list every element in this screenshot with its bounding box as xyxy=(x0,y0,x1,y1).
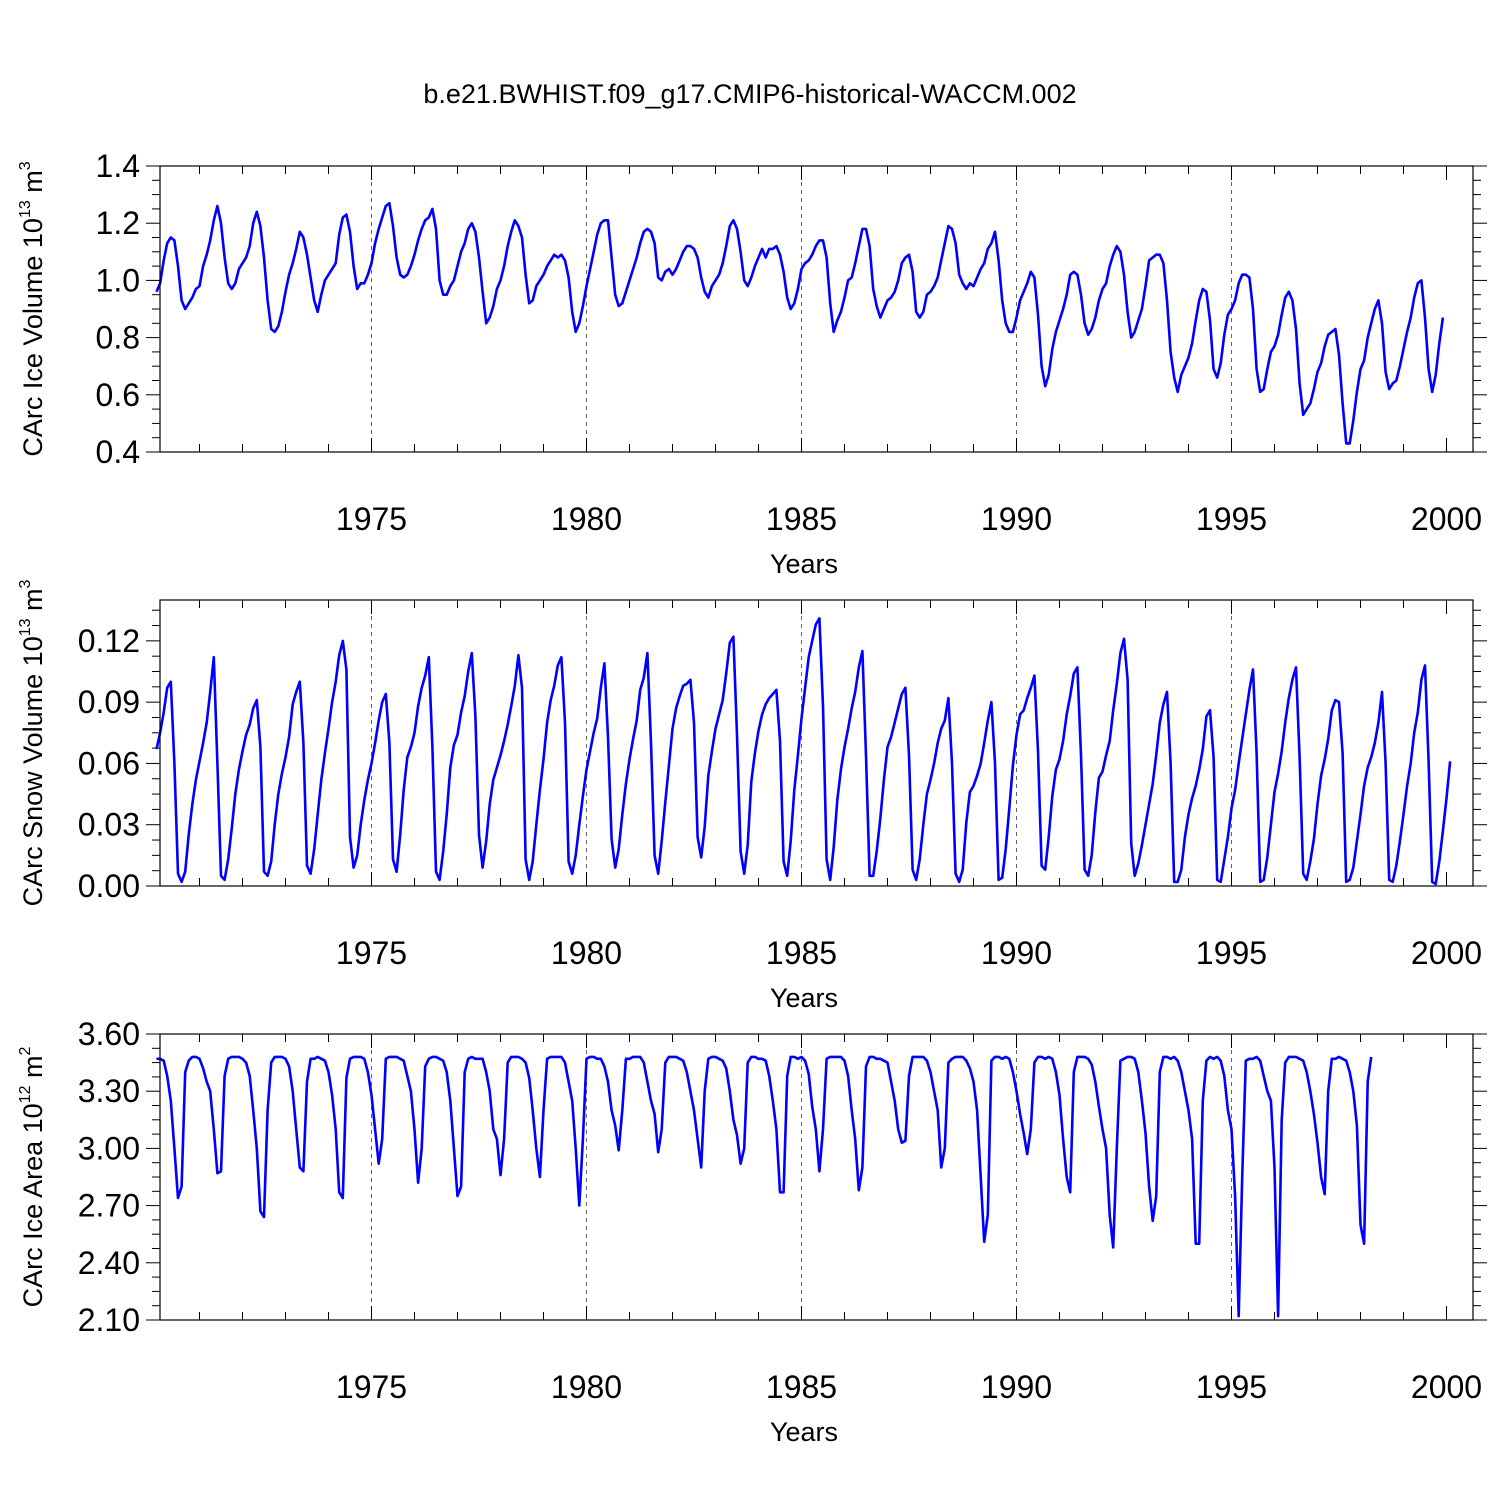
x-axis-label: Years xyxy=(770,1417,838,1447)
y-axis-label-exponent: 13 xyxy=(17,200,34,218)
y-axis-label: CArc Ice Area 1012 m2 xyxy=(17,1047,48,1308)
x-tick-label: 1995 xyxy=(1196,935,1267,971)
y-axis-label-main: CArc Ice Area 10 xyxy=(18,1103,48,1307)
x-tick-label: 1990 xyxy=(981,935,1052,971)
y-tick-label: 3.00 xyxy=(78,1130,140,1166)
data-series-line xyxy=(155,201,1445,445)
x-tick-label: 1980 xyxy=(551,1369,622,1405)
y-tick-label: 0.09 xyxy=(78,684,140,720)
plot-frame xyxy=(159,599,1474,887)
x-tick-label: 2000 xyxy=(1411,1369,1482,1405)
y-tick-label: 0.8 xyxy=(96,320,140,356)
x-tick-label: 1985 xyxy=(766,1369,837,1405)
y-axis-label-unit: m xyxy=(18,588,48,618)
x-tick-label: 1995 xyxy=(1196,1369,1267,1405)
plot-panel-3: 1975 1980 1985 1990 1995 2000 2.10 2.40 2.70 3.00… xyxy=(17,1016,1487,1447)
y-tick-label: 0.4 xyxy=(96,434,140,470)
y-axis-label-unit: m xyxy=(18,1056,48,1086)
y-tick-label: 0.03 xyxy=(78,807,140,843)
y-axis-label-exponent: 13 xyxy=(17,618,34,636)
x-tick-label: 1980 xyxy=(551,935,622,971)
y-axis-label-main: CArc Snow Volume 10 xyxy=(18,636,48,906)
y-tick-label: 0.12 xyxy=(78,623,140,659)
y-tick-label: 0.06 xyxy=(78,745,140,781)
y-tick-label: 3.60 xyxy=(78,1016,140,1052)
plot-panel-2: 1975 1980 1985 1990 1995 2000 0.00 0.03 0.06 0.09… xyxy=(17,579,1487,1013)
y-tick-label: 2.70 xyxy=(78,1188,140,1224)
y-tick-label: 0.6 xyxy=(96,377,140,413)
y-axis-label-main: CArc Ice Volume 10 xyxy=(18,218,48,457)
chart-title: b.e21.BWHIST.f09_g17.CMIP6-historical-WA… xyxy=(423,79,1076,109)
x-tick-label: 1995 xyxy=(1196,501,1267,537)
y-axis-label-unit: m xyxy=(18,170,48,200)
plot-frame xyxy=(159,165,1474,453)
y-tick-label: 2.10 xyxy=(78,1302,140,1338)
y-axis-label-unit-exponent: 3 xyxy=(17,579,34,588)
x-tick-label: 1990 xyxy=(981,1369,1052,1405)
x-tick-label: 2000 xyxy=(1411,935,1482,971)
y-tick-label: 1.0 xyxy=(96,262,140,298)
x-tick-label: 1990 xyxy=(981,501,1052,537)
y-tick-label: 1.4 xyxy=(96,148,140,184)
x-tick-label: 1975 xyxy=(336,1369,407,1405)
y-axis-label-unit-exponent: 3 xyxy=(17,161,34,170)
x-tick-label: 1975 xyxy=(336,935,407,971)
y-tick-label: 0.00 xyxy=(78,868,140,904)
x-axis-label: Years xyxy=(770,983,838,1013)
x-tick-label: 1975 xyxy=(336,501,407,537)
y-tick-label: 2.40 xyxy=(78,1245,140,1281)
x-tick-label: 1985 xyxy=(766,501,837,537)
data-series-line xyxy=(155,617,1452,886)
y-axis-label: CArc Snow Volume 1013 m3 xyxy=(17,579,48,906)
y-axis-label-exponent: 12 xyxy=(17,1085,34,1103)
x-tick-label: 1985 xyxy=(766,935,837,971)
y-axis-label-unit-exponent: 2 xyxy=(17,1047,34,1056)
plot-panel-1: 1975 1980 1985 1990 1995 2000 0.4 0.6 0.8 1.0 1.2 1… xyxy=(17,148,1487,579)
x-tick-label: 1980 xyxy=(551,501,622,537)
x-axis-label: Years xyxy=(770,549,838,579)
y-tick-label: 3.30 xyxy=(78,1073,140,1109)
x-tick-label: 2000 xyxy=(1411,501,1482,537)
y-axis-label: CArc Ice Volume 1013 m3 xyxy=(17,161,48,456)
data-series-line xyxy=(156,1055,1373,1318)
y-tick-label: 1.2 xyxy=(96,205,140,241)
plot-frame xyxy=(159,1033,1474,1321)
